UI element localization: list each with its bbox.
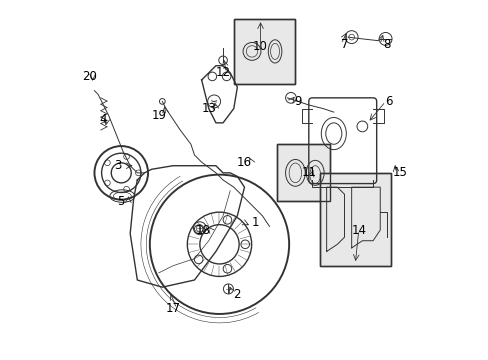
Bar [276, 144, 329, 202]
Text: 9: 9 [294, 95, 301, 108]
Text: 17: 17 [165, 302, 180, 315]
Text: 11: 11 [301, 166, 316, 179]
Text: 1: 1 [251, 216, 259, 229]
Text: 19: 19 [151, 109, 166, 122]
Text: 6: 6 [385, 95, 392, 108]
Bar [233, 19, 294, 84]
Bar [319, 173, 390, 266]
Text: 3: 3 [114, 159, 121, 172]
Bar [319, 173, 390, 266]
Text: 18: 18 [196, 224, 210, 237]
Text: 2: 2 [233, 288, 241, 301]
Text: 20: 20 [81, 70, 96, 83]
Text: 12: 12 [215, 66, 230, 79]
Text: 8: 8 [383, 38, 390, 51]
Text: 15: 15 [392, 166, 407, 179]
Text: 7: 7 [340, 38, 347, 51]
Bar [276, 144, 329, 202]
Text: 4: 4 [100, 113, 107, 126]
Text: 16: 16 [237, 156, 251, 168]
Text: 5: 5 [117, 195, 125, 208]
Text: 13: 13 [201, 102, 216, 115]
Text: 14: 14 [350, 224, 366, 237]
Bar [233, 19, 294, 84]
Text: 10: 10 [253, 40, 267, 53]
